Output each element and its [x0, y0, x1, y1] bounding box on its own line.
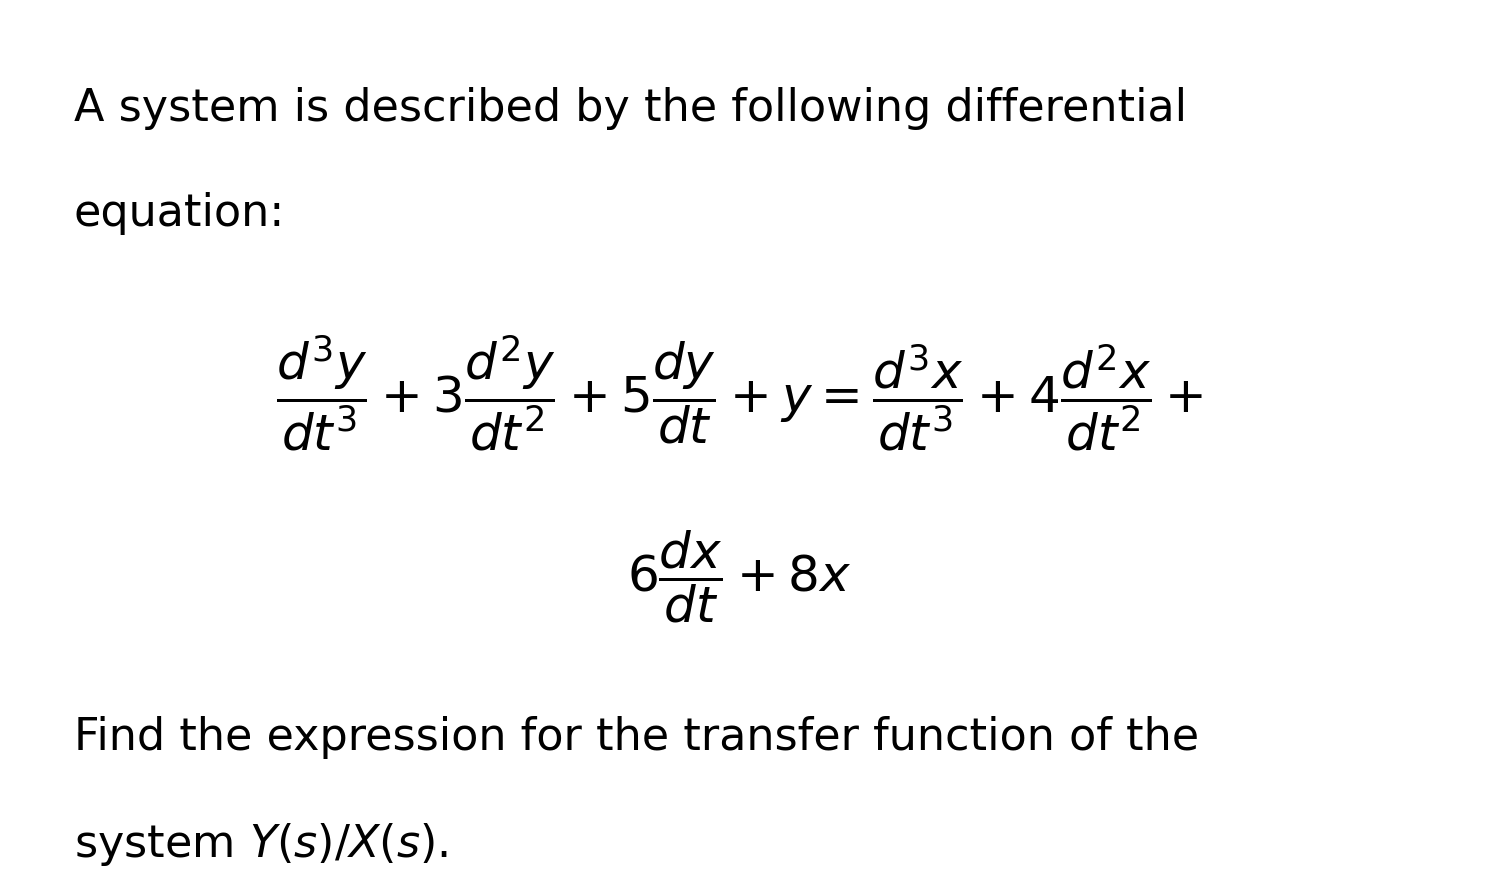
- Text: $\dfrac{d^{3}y}{dt^{3}} + 3\dfrac{d^{2}y}{dt^{2}} + 5\dfrac{dy}{dt} + y = \dfrac: $\dfrac{d^{3}y}{dt^{3}} + 3\dfrac{d^{2}y…: [276, 334, 1203, 453]
- Text: $6\dfrac{dx}{dt} + 8x$: $6\dfrac{dx}{dt} + 8x$: [627, 528, 852, 625]
- Text: equation:: equation:: [74, 192, 285, 235]
- Text: A system is described by the following differential: A system is described by the following d…: [74, 87, 1186, 130]
- Text: Find the expression for the transfer function of the: Find the expression for the transfer fun…: [74, 716, 1198, 759]
- Text: system $Y(s)/X(s)$.: system $Y(s)/X(s)$.: [74, 821, 448, 869]
